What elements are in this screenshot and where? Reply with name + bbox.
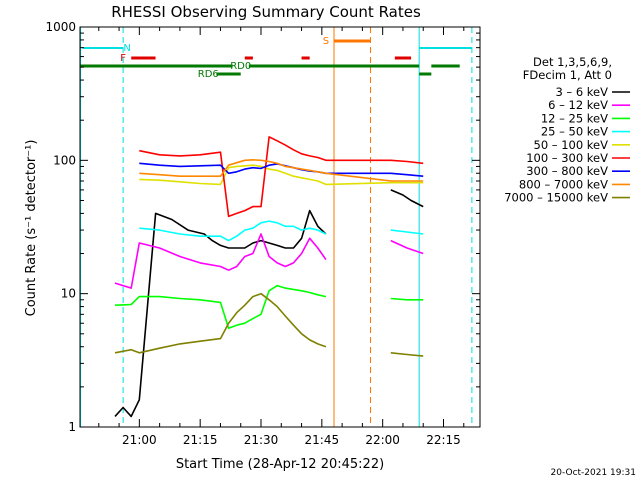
- chart-title: RHESSI Observing Summary Count Rates: [111, 3, 421, 21]
- x-tick-label: 21:30: [244, 433, 279, 447]
- y-tick-label: 100: [53, 153, 76, 167]
- x-axis-label: Start Time (28-Apr-12 20:45:22): [176, 457, 384, 472]
- plot-frame: [79, 26, 481, 428]
- series-line: [114, 292, 424, 357]
- flag-label: N: [123, 43, 130, 54]
- x-tick-label: 22:15: [426, 433, 461, 447]
- flag-label: S: [323, 36, 329, 47]
- data-series: [114, 136, 424, 418]
- series-line: [114, 284, 424, 330]
- legend-entry-label: 50 – 100 keV: [534, 138, 609, 152]
- legend-header-line: Det 1,3,5,6,9,: [533, 55, 612, 69]
- legend-entry-label: 12 – 25 keV: [541, 111, 608, 125]
- legend-entry-label: 25 – 50 keV: [541, 125, 608, 139]
- legend-entry-label: 3 – 6 keV: [555, 85, 608, 99]
- flag-label: RD6: [198, 69, 219, 80]
- legend-entry-label: 100 – 300 keV: [526, 151, 608, 165]
- flag-label: F: [120, 53, 126, 64]
- y-tick-label: 10: [61, 287, 76, 301]
- y-tick-label: 1000: [45, 20, 76, 34]
- series-line: [139, 164, 424, 186]
- series-line: [114, 233, 424, 289]
- axes: 21:00 21:15 21:30 21:45 22:00 22:15 1 10 100 1000: [45, 20, 480, 447]
- x-tick-label: 21:00: [122, 433, 157, 447]
- series-line: [139, 159, 424, 182]
- flag-label: RD0: [230, 61, 251, 72]
- x-tick-label: 21:15: [183, 433, 218, 447]
- legend: Det 1,3,5,6,9,FDecim 1, Att 0 3 – 6 keV6 …: [504, 55, 630, 205]
- series-line: [139, 136, 424, 218]
- legend-entry-label: 300 – 800 keV: [526, 164, 608, 178]
- legend-entry-label: 6 – 12 keV: [548, 98, 608, 112]
- legend-header-line: FDecim 1, Att 0: [523, 68, 612, 82]
- legend-entry-label: 800 – 7000 keV: [519, 177, 608, 191]
- series-line: [114, 189, 424, 418]
- legend-entry-label: 7000 – 15000 keV: [504, 191, 608, 205]
- x-tick-label: 21:45: [305, 433, 340, 447]
- timestamp: 20-Oct-2021 19:31: [551, 468, 636, 478]
- series-line: [139, 220, 424, 242]
- y-axis-label: Count Rate (s⁻¹ detector⁻¹): [24, 140, 39, 317]
- x-tick-label: 22:00: [365, 433, 400, 447]
- y-tick-label: 1: [68, 420, 76, 434]
- flag-bars: NF S RD0 RD6: [80, 27, 473, 427]
